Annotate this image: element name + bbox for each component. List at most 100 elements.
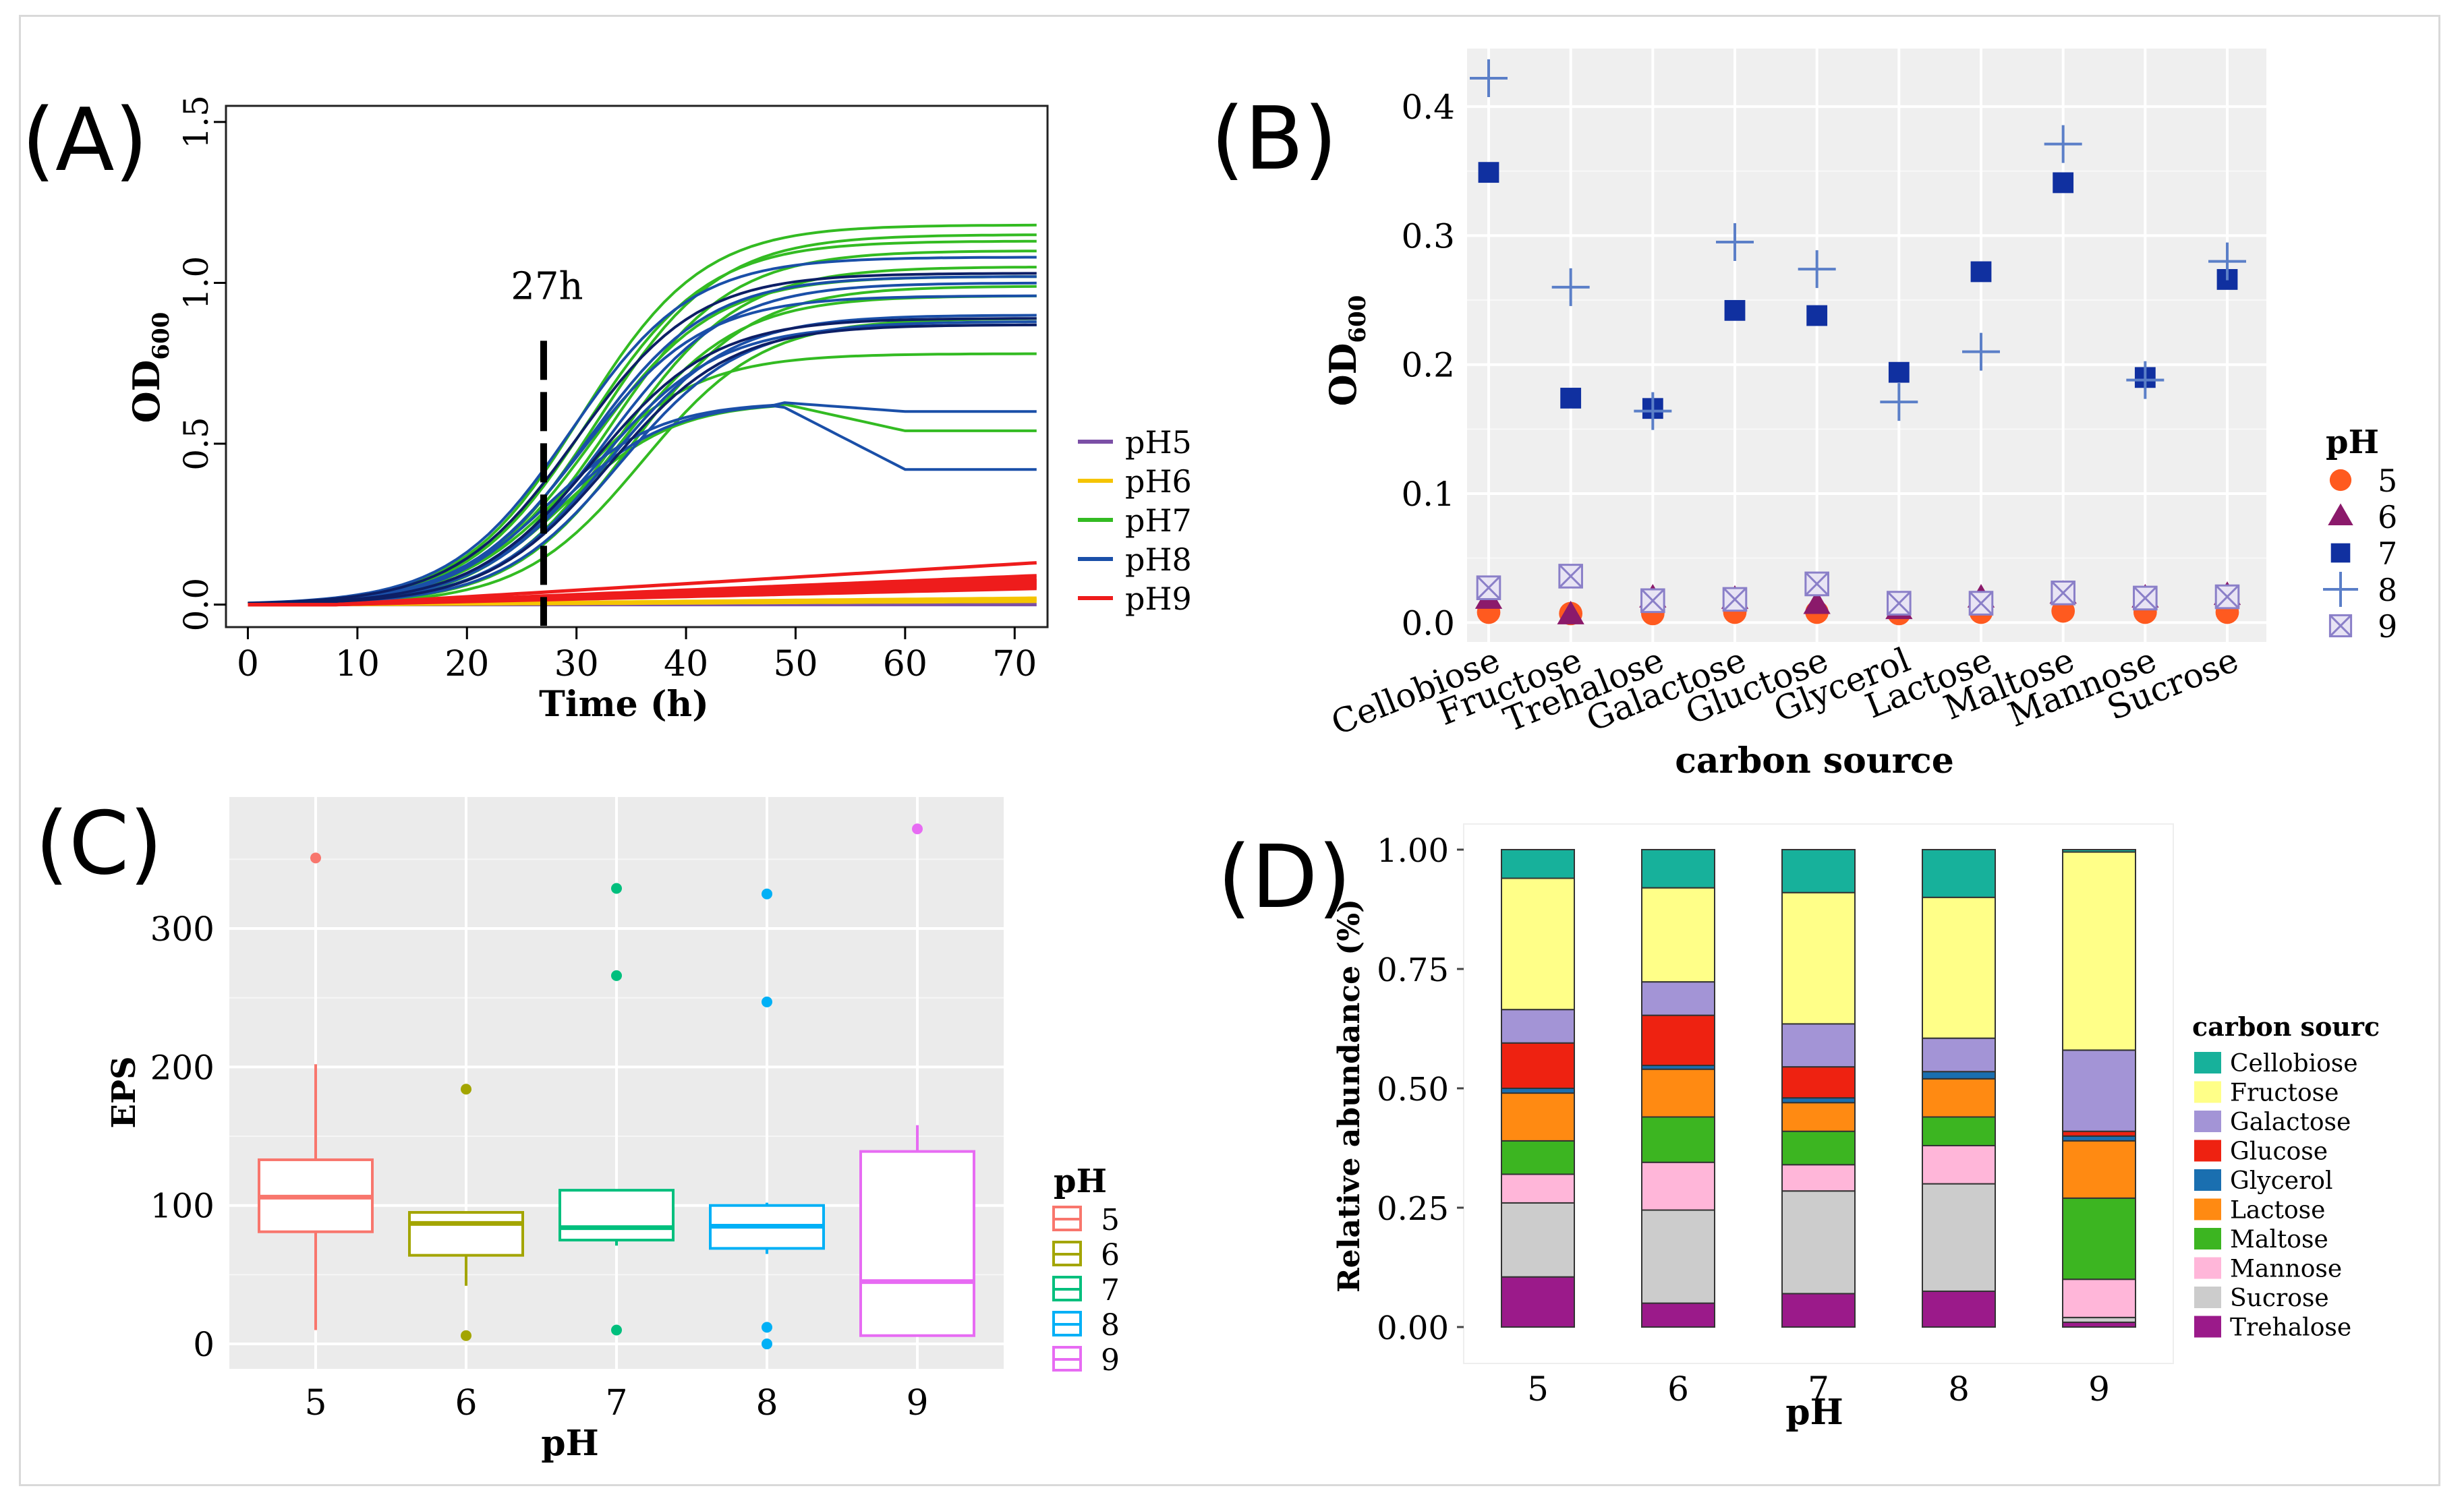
panel-d-bar-segment [1922,896,1996,1039]
panel-c-outlier [912,823,923,835]
panel-d-chart: 0.00 0.25 0.50 0.75 1.00 5 6 7 8 9 pH Relative a… [1332,823,2380,1433]
panel-d-legend-label: Mannose [2230,1256,2342,1283]
panel-c-outlier [762,1322,772,1333]
panel-c-x-axis-title: pH [541,1423,599,1464]
panel-b-y-tick-label: 0.2 [1401,346,1455,385]
panel-b-chart: 0.0 0.1 0.2 0.3 0.4 CellobioseFructoseTrehal… [1321,49,2397,782]
panel-b-legend-label: 5 [2378,463,2397,499]
panel-b-point [1551,268,1590,306]
panel-a-legend-label: pH6 [1125,463,1192,500]
panel-c-outlier [611,970,622,981]
panel-a-plot-frame [225,105,1049,628]
panel-d-bar-segment [1922,1037,1996,1073]
panel-a-y-title-main: OD [125,360,168,423]
panel-d-bar-segment [1922,849,1996,898]
panel-d-label: (D) [1217,827,1351,928]
panel-d-bar-segment [1641,1302,1715,1328]
panel-a-x-tick-label: 30 [554,644,599,684]
panel-d-bar-segment [1501,1009,1575,1044]
panel-d-legend-swatch [2193,1256,2223,1281]
panel-c-legend-label: 7 [1101,1273,1120,1307]
panel-a-label: (A) [22,90,148,191]
panel-d-y-tick-label: 0.75 [1377,951,1449,989]
panel-b-legend-label: 7 [2378,535,2397,572]
panel-d-y-tick-label: 0.50 [1377,1071,1449,1109]
panel-c-legend-label: 8 [1101,1308,1120,1343]
panel-b-point [1558,564,1583,589]
panel-d-bar-segment [1781,1190,1856,1295]
panel-a-chart: 0.0 0.5 1.0 1.5 0 10 20 30 40 50 60 70 27h Time (h… [125,95,1192,725]
panel-b-x-axis-title: carbon source [1675,740,1954,782]
panel-d-bar-segment [1781,1102,1856,1132]
panel-b-point [2208,242,2246,281]
panel-d-bar-segment [1781,1066,1856,1099]
panel-d-legend-label: Cellobiose [2230,1050,2358,1078]
panel-c-label: (C) [35,794,163,894]
panel-b-point [2126,361,2165,399]
panel-b-point [2053,172,2074,194]
panel-a-y-tick-label: 0.5 [177,417,216,471]
panel-d-legend-label: Glycerol [2230,1167,2332,1195]
panel-d-bar-segment [1781,1097,1856,1104]
panel-d-x-tick-label: 5 [1527,1370,1549,1409]
panel-b-point [1560,388,1582,409]
panel-b-point [2214,584,2240,610]
panel-d-bar-segment [2062,1278,2136,1318]
panel-d-legend-label: Galactose [2230,1109,2351,1136]
panel-d-legend-label: Sucrose [2230,1285,2329,1312]
panel-c-outlier [461,1330,471,1341]
panel-b-legend-label: 8 [2378,572,2397,608]
panel-c-y-axis-title: EPS [105,1056,143,1128]
panel-d-bar-segment [1501,1276,1575,1328]
panel-b-y-axis: 0.0 0.1 0.2 0.3 0.4 [1401,88,1455,643]
panel-b-point [1806,305,1828,326]
panel-a-x-tick-label: 20 [445,644,489,684]
panel-c-outlier [461,1084,471,1095]
panel-d-legend-swatch [2193,1168,2223,1192]
panel-c-y-tick-label: 100 [150,1187,214,1226]
panel-b-point [1887,591,1912,616]
panel-d-bar-segment [2062,1049,2136,1132]
panel-a-y-tick-label: 1.0 [177,256,216,310]
panel-c-x-tick-label: 6 [455,1383,477,1423]
panel-c-box [408,1210,524,1257]
panel-d-bar-segment [2062,1321,2136,1328]
panel-b-y-tick-label: 0.1 [1401,475,1455,514]
panel-c-y-tick-label: 0 [193,1325,214,1364]
panel-b-point [1557,600,1584,624]
panel-d-bar-segment [1641,849,1715,889]
panel-a-27h-label: 27h [511,264,583,308]
panel-d-bar-segment [1641,887,1715,983]
panel-b-plot-background [1467,49,2266,642]
panel-b-point [1798,250,1836,289]
panel-d-y-tick-label: 1.00 [1377,832,1449,870]
panel-a-x-axis: 0 10 20 30 40 50 60 70 [237,627,1037,684]
panel-a-x-tick-label: 50 [773,644,818,684]
panel-d-y-axis-title: Relative abundance (%) [1332,899,1367,1293]
panel-d-x-axis-title: pH [1785,1392,1843,1433]
panel-b-point [2323,572,2358,607]
panel-d-bar-segment [1922,1183,1996,1292]
panel-b-y-tick-label: 0.4 [1401,88,1455,127]
panel-c-y-axis: 0 100 200 300 [150,910,214,1364]
panel-d-bar-segment [1501,1140,1575,1175]
panel-d-legend-label: Maltose [2230,1226,2328,1254]
panel-c-legend-label: 5 [1101,1203,1120,1237]
panel-d-bar-segment [1501,1042,1575,1089]
panel-b-point [2328,614,2353,638]
panel-d-bar-segment [1781,1130,1856,1166]
panel-b-y-title-main: OD [1321,343,1365,407]
panel-d-bar-segment [1781,1164,1856,1192]
panel-c-x-axis: 5 6 7 8 9 [304,1383,928,1423]
panel-c-y-tick-label: 200 [150,1048,214,1087]
panel-d-legend: CellobioseFructoseGalactoseGlucoseGlycer… [2193,1050,2358,1342]
panel-d-x-tick-label: 8 [1948,1370,1970,1409]
figure-frame [19,15,2440,1486]
panel-d-bar-segment [1781,1023,1856,1068]
panel-a-y-title-sub: 600 [148,312,175,360]
panel-d-y-tick-label: 0.00 [1377,1309,1449,1347]
